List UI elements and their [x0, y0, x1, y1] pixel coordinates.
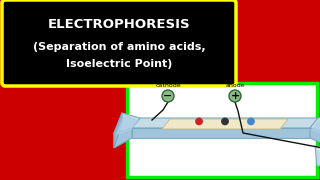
Text: anode: anode — [225, 83, 245, 88]
Polygon shape — [116, 115, 139, 135]
FancyBboxPatch shape — [2, 0, 236, 86]
Polygon shape — [162, 119, 288, 129]
Text: −: − — [163, 91, 173, 101]
Circle shape — [248, 118, 254, 125]
Text: Isoelectric Point): Isoelectric Point) — [66, 59, 172, 69]
Polygon shape — [318, 148, 320, 164]
Circle shape — [162, 90, 174, 102]
Circle shape — [229, 90, 241, 102]
Circle shape — [222, 118, 228, 125]
Circle shape — [196, 118, 202, 125]
FancyBboxPatch shape — [127, 83, 317, 177]
Polygon shape — [316, 151, 320, 165]
Text: ELECTROPHORESIS: ELECTROPHORESIS — [48, 17, 190, 30]
Polygon shape — [132, 118, 318, 128]
Polygon shape — [114, 113, 122, 148]
Text: (Separation of amino acids,: (Separation of amino acids, — [33, 42, 205, 52]
Polygon shape — [315, 146, 320, 166]
Text: +: + — [230, 91, 240, 101]
Polygon shape — [310, 128, 320, 146]
Polygon shape — [311, 115, 320, 135]
Text: cathode: cathode — [155, 83, 181, 88]
Polygon shape — [310, 113, 320, 133]
Polygon shape — [132, 128, 310, 138]
Polygon shape — [114, 113, 140, 133]
Polygon shape — [114, 128, 132, 148]
